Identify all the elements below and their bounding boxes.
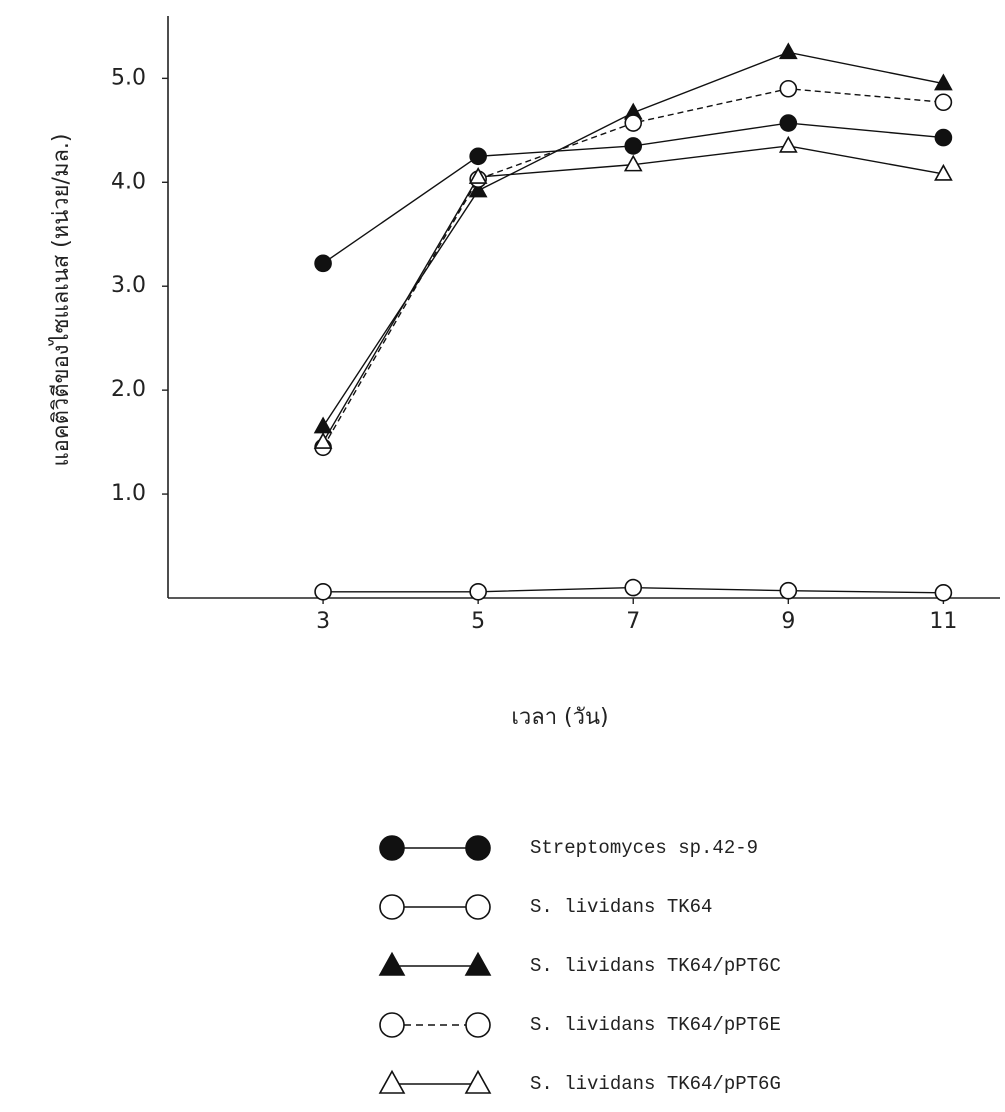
marker: [780, 115, 796, 131]
marker: [315, 584, 331, 600]
legend-marker: [380, 895, 404, 919]
marker: [315, 255, 331, 271]
marker: [625, 115, 641, 131]
chart: แอคติวิตีของไซแลเนส (หน่วย/มล.) เวลา (วั…: [0, 0, 1005, 1112]
marker: [470, 584, 486, 600]
marker: [625, 580, 641, 596]
legend-marker: [466, 953, 490, 975]
legend-marker: [466, 895, 490, 919]
legend-marker: [466, 836, 490, 860]
marker: [625, 138, 641, 154]
marker: [780, 44, 796, 58]
y-axis-label: แอคติวิตีของไซแลเนส (หน่วย/มล.): [48, 133, 74, 466]
x-tick-label: 7: [626, 609, 640, 634]
series-line: [323, 146, 943, 442]
legend-label: S. lividans TK64/pPT6E: [530, 1014, 781, 1036]
x-axis-label: เวลา (วัน): [511, 705, 608, 730]
marker: [780, 583, 796, 599]
marker: [470, 148, 486, 164]
marker: [780, 81, 796, 97]
x-tick-label: 9: [781, 609, 795, 634]
marker: [935, 94, 951, 110]
legend-marker: [380, 1013, 404, 1037]
marker: [315, 418, 331, 432]
legend-marker: [380, 836, 404, 860]
x-tick-label: 11: [929, 609, 957, 634]
y-tick-label: 3.0: [111, 273, 146, 298]
y-tick-label: 1.0: [111, 481, 146, 506]
y-tick-label: 5.0: [111, 65, 146, 90]
legend-marker: [380, 953, 404, 975]
legend-label: S. lividans TK64/pPT6G: [530, 1073, 781, 1095]
marker: [935, 585, 951, 601]
legend-label: S. lividans TK64/pPT6C: [530, 955, 781, 977]
x-tick-label: 5: [471, 609, 485, 634]
legend-label: S. lividans TK64: [530, 896, 712, 918]
legend-marker: [466, 1071, 490, 1093]
x-tick-label: 3: [316, 609, 330, 634]
marker: [780, 138, 796, 152]
y-tick-label: 2.0: [111, 377, 146, 402]
legend-marker: [466, 1013, 490, 1037]
legend-marker: [380, 1071, 404, 1093]
marker: [935, 130, 951, 146]
y-tick-label: 4.0: [111, 169, 146, 194]
legend-label: Streptomyces sp.42-9: [530, 837, 758, 859]
